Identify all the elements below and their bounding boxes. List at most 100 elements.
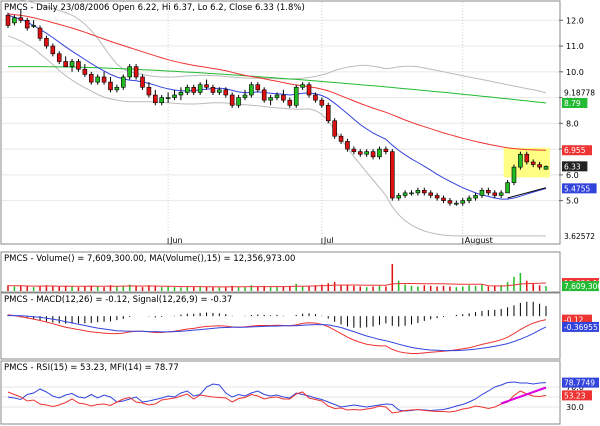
- candle-body: [543, 166, 549, 170]
- candle-body: [370, 151, 376, 158]
- month-label: Jun: [169, 236, 183, 245]
- candle-body: [204, 84, 209, 88]
- price-tick-label: 12.0: [566, 16, 584, 25]
- candle-body: [63, 61, 68, 67]
- candle-body: [217, 89, 222, 93]
- ma-slow-line: [7, 13, 547, 151]
- candle-body: [505, 182, 510, 194]
- mfi-line: [7, 381, 547, 412]
- candle-body: [140, 76, 145, 88]
- price-value-tag-bg: [562, 97, 588, 108]
- candle-body: [537, 164, 542, 168]
- candle-body: [332, 120, 337, 137]
- candle-body: [261, 89, 267, 101]
- rsi-tags: 78.7749 53.23: [562, 377, 599, 401]
- candle-body: [146, 86, 152, 96]
- price-value-tag-label: 8.79: [564, 99, 581, 108]
- macd-bars: [7, 301, 547, 328]
- month-label: August: [465, 236, 493, 245]
- macd-value-tag-bg: [562, 321, 599, 332]
- candle-body: [95, 76, 100, 83]
- price-value-tag-bg: [562, 231, 599, 241]
- macd-value-tag-bg: [562, 314, 592, 325]
- candle-body: [319, 99, 325, 106]
- candle-body: [454, 202, 459, 205]
- candle-body: [229, 94, 235, 106]
- candle-body: [306, 84, 312, 96]
- candle-body: [24, 20, 30, 29]
- bollinger-upper-line: [19, 0, 547, 94]
- volume-tags: 12,356,9737,609,300: [562, 278, 600, 292]
- candle-body: [88, 74, 94, 83]
- price-tick-label: 5.0: [566, 197, 579, 206]
- price-value-tag-label: 3.62572: [564, 232, 595, 241]
- price-grid: [2, 2, 559, 243]
- candle-body: [185, 86, 190, 93]
- price-value-tag-bg: [562, 87, 599, 98]
- candle-body: [479, 189, 485, 196]
- candle-body: [402, 192, 408, 196]
- price-value-tag-bg: [562, 183, 597, 194]
- candle-body: [415, 189, 421, 194]
- candle-body: [101, 76, 107, 83]
- price-value-tag-bg: [562, 145, 592, 156]
- candles: [5, 10, 549, 206]
- volume-panel-frame: [0, 251, 561, 293]
- candle-body: [293, 86, 299, 106]
- rsi-panel-frame: [0, 360, 561, 425]
- candle-body: [44, 38, 49, 47]
- candle-body: [357, 151, 363, 155]
- candle-body: [511, 166, 517, 183]
- macd-line: [7, 314, 547, 354]
- candle-body: [197, 84, 203, 93]
- candle-body: [498, 192, 504, 196]
- candle-body: [178, 92, 184, 96]
- price-value-tag-label: 6.33: [564, 162, 581, 171]
- candle-body: [473, 195, 478, 199]
- candle-body: [268, 97, 273, 101]
- candle-body: [223, 89, 229, 96]
- candle-body: [69, 61, 75, 67]
- candle-body: [466, 197, 472, 201]
- candle-body: [447, 200, 453, 204]
- candle-body: [396, 195, 401, 199]
- candle-body: [281, 94, 286, 101]
- price-tick-label: 6.0: [566, 171, 579, 180]
- candle-body: [313, 94, 318, 101]
- candle-body: [434, 195, 440, 199]
- price-panel-frame: [0, 0, 561, 245]
- candle-body: [530, 161, 536, 165]
- rsi-value-tag-bg: [562, 390, 592, 401]
- macd-title: PMCS - MACD(12,26) = -0.12, Signal(12,26…: [4, 295, 232, 305]
- macd-tags: -0.12-0.369551: [562, 314, 600, 332]
- candle-body: [18, 17, 24, 21]
- candle-body: [236, 97, 241, 106]
- candle-body: [287, 99, 293, 106]
- price-value-tag-label: 6.955: [564, 146, 586, 155]
- candle-body: [377, 148, 382, 158]
- candle-body: [428, 192, 433, 196]
- candle-body: [31, 25, 36, 27]
- candle-body: [325, 105, 331, 122]
- bollinger-lower-line: [7, 35, 547, 237]
- candle-body: [82, 68, 88, 75]
- macd-value-tag-label: -0.12: [564, 316, 584, 325]
- candle-body: [492, 192, 498, 196]
- candle-body: [210, 86, 216, 93]
- candle-body: [50, 45, 56, 55]
- price-tick-label: 11.0: [566, 42, 584, 51]
- volume-value-tag-label: 7,609,300: [564, 282, 600, 291]
- candle-body: [114, 86, 120, 91]
- candle-body: [274, 94, 280, 98]
- rsi-line: [7, 390, 547, 414]
- candle-body: [518, 153, 523, 168]
- candle-body: [172, 94, 177, 98]
- candle-body: [383, 148, 389, 152]
- signal-line: [8, 315, 547, 352]
- volume-value-tag-bg: [562, 281, 599, 292]
- rsi-value-tag-label: 53.23: [564, 391, 586, 400]
- rsi-trend-line: [500, 386, 547, 405]
- candle-body: [486, 189, 491, 194]
